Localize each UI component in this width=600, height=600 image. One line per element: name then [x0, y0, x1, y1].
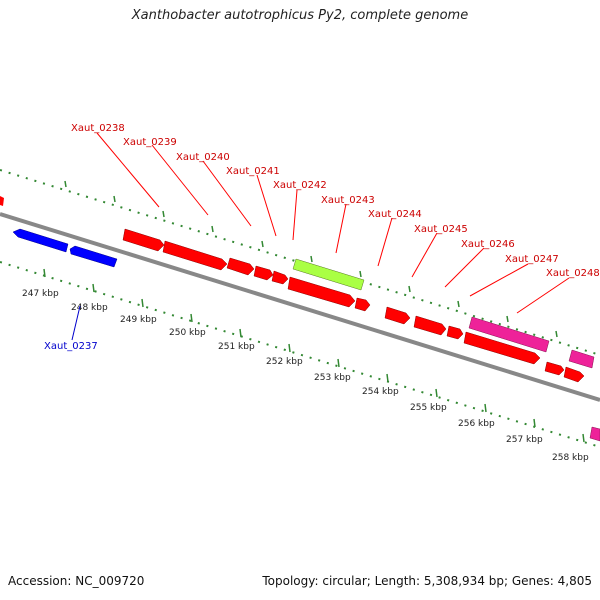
gene-arrow[interactable]: [271, 270, 289, 285]
map-title: Xanthobacter autotrophicus Py2, complete…: [131, 8, 469, 23]
scale-label: 252 kbp: [266, 357, 303, 367]
gene-arrow[interactable]: [446, 325, 464, 340]
gene-arrow[interactable]: [463, 331, 541, 365]
forward-genes-middle: [287, 276, 585, 383]
gene-arrow[interactable]: [563, 366, 585, 383]
gene-arrow-highlighted[interactable]: [292, 258, 365, 291]
gene-arrow[interactable]: [413, 315, 447, 336]
gene-arrow[interactable]: [354, 297, 371, 312]
gene-label[interactable]: Xaut_0238: [71, 123, 125, 134]
gene-label[interactable]: Xaut_0245: [414, 224, 468, 235]
gene-arrow[interactable]: [468, 316, 550, 353]
outer-tick-track: [0, 169, 600, 356]
gene-arrow[interactable]: [226, 257, 255, 276]
scale-label: 247 kbp: [22, 289, 59, 299]
scale-label: 254 kbp: [362, 387, 399, 397]
gene-label-reverse[interactable]: Xaut_0237: [44, 341, 98, 352]
gene-arrow[interactable]: [162, 240, 228, 271]
scale-label: 255 kbp: [410, 403, 447, 413]
scale-label: 251 kbp: [218, 342, 255, 352]
gene-label[interactable]: Xaut_0240: [176, 152, 230, 163]
gene-label[interactable]: Xaut_0244: [368, 209, 422, 220]
scale-label: 256 kbp: [458, 419, 495, 429]
pink-genes: [468, 316, 600, 442]
scale-label: 248 kbp: [71, 303, 108, 313]
genome-backbone: [0, 212, 600, 402]
genome-summary-text: Topology: circular; Length: 5,308,934 bp…: [262, 574, 592, 588]
gene-label[interactable]: Xaut_0243: [321, 195, 375, 206]
scale-label: 253 kbp: [314, 373, 351, 383]
gene-label[interactable]: Xaut_0247: [505, 254, 559, 265]
scale-label: 249 kbp: [120, 315, 157, 325]
forward-gene-labels: Xaut_0238 Xaut_0239 Xaut_0240 Xaut_0241 …: [71, 123, 600, 279]
gene-arrow[interactable]: [122, 228, 165, 252]
gene-arrow[interactable]: [0, 196, 4, 206]
gene-arrow[interactable]: [589, 426, 600, 442]
gene-label[interactable]: Xaut_0242: [273, 180, 327, 191]
gene-arrow[interactable]: [568, 349, 595, 369]
reverse-genes: [12, 228, 118, 268]
gene-label[interactable]: Xaut_0239: [123, 137, 177, 148]
scale-label: 250 kbp: [169, 328, 206, 338]
gene-label[interactable]: Xaut_0248: [546, 268, 600, 279]
gene-label[interactable]: Xaut_0246: [461, 239, 515, 250]
inner-tick-track: [0, 261, 600, 448]
scale-label: 258 kbp: [552, 453, 589, 463]
label-leader: [71, 305, 81, 341]
gene-arrow[interactable]: [544, 361, 565, 376]
scale-labels: 247 kbp 248 kbp 249 kbp 250 kbp 251 kbp …: [22, 289, 589, 463]
gene-arrow[interactable]: [253, 265, 274, 281]
gene-arrow[interactable]: [69, 245, 118, 268]
gene-arrow[interactable]: [12, 228, 69, 253]
gene-arrow[interactable]: [287, 276, 356, 308]
gene-label[interactable]: Xaut_0241: [226, 166, 280, 177]
accession-text: Accession: NC_009720: [8, 574, 145, 588]
scale-label: 257 kbp: [506, 435, 543, 445]
gene-arrow[interactable]: [384, 306, 411, 325]
major-ticks: [43, 180, 585, 443]
label-leaders: [96, 132, 570, 314]
forward-genes-upper: [122, 228, 289, 285]
